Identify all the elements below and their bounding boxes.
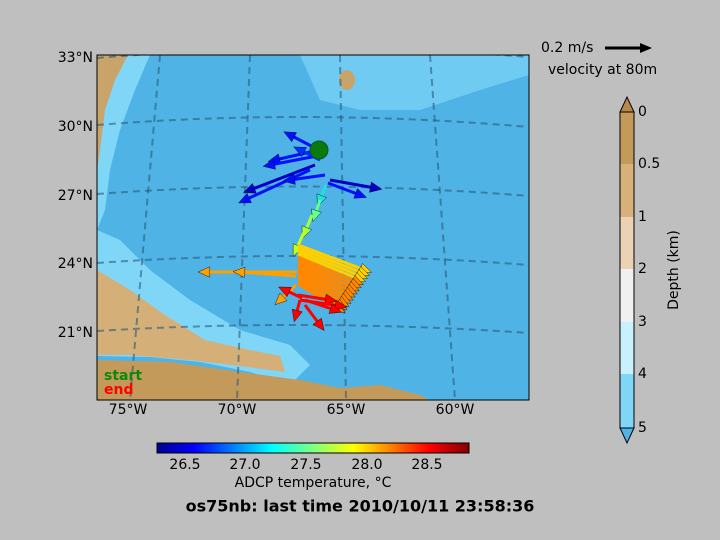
depth-tick-label: 2 <box>638 261 647 277</box>
vector <box>297 252 360 281</box>
land <box>97 360 430 400</box>
grid-line <box>97 323 529 334</box>
map-frame <box>96 54 530 401</box>
colorbar-segment <box>620 112 634 164</box>
grid-line <box>236 55 251 400</box>
vector <box>297 249 362 278</box>
vector-head <box>232 266 246 278</box>
vector <box>297 258 356 287</box>
vector-head <box>238 192 252 204</box>
vector-head <box>197 266 210 278</box>
grid-line <box>97 254 529 266</box>
grid-line <box>339 55 347 400</box>
vector <box>239 270 297 278</box>
colorbar-frame <box>619 111 635 429</box>
vector <box>297 270 348 299</box>
vector-head <box>334 299 348 311</box>
lon-label: 70°W <box>218 402 257 418</box>
vector-head <box>324 293 338 305</box>
vector <box>297 243 366 272</box>
vector-head <box>243 183 257 194</box>
vector <box>289 173 326 182</box>
start-label: start <box>104 368 142 384</box>
vector-head <box>282 173 296 185</box>
lat-label: 27°N <box>58 188 93 204</box>
vector-head <box>274 292 288 306</box>
vector <box>297 276 344 305</box>
scale-caption: velocity at 80m <box>548 62 657 78</box>
colorbar-segment <box>620 322 634 374</box>
vector-head <box>369 181 383 193</box>
vector <box>297 261 354 290</box>
temp-tick-label: 26.5 <box>169 457 200 473</box>
vector <box>327 181 361 197</box>
vector <box>297 264 352 293</box>
grid-line <box>97 185 529 197</box>
vector-head <box>301 225 312 239</box>
vector <box>297 246 364 275</box>
depth-tick-label: 0.5 <box>638 156 660 172</box>
vector-head <box>293 146 307 158</box>
lat-label: 30°N <box>58 119 93 135</box>
scale-arrow-head <box>640 43 652 53</box>
end-label: end <box>104 382 133 398</box>
depth-tick-label: 3 <box>638 314 647 330</box>
depth-tick-label: 1 <box>638 209 647 225</box>
shallows <box>300 55 529 110</box>
temp-tick-label: 27.0 <box>229 457 260 473</box>
grid-line <box>129 55 161 400</box>
island <box>339 70 355 90</box>
colorbar-segment <box>620 164 634 217</box>
shelf <box>97 55 150 230</box>
vector-head <box>353 188 368 199</box>
vector-head <box>312 317 325 331</box>
temp-tick-label: 28.5 <box>411 457 442 473</box>
vector <box>297 293 331 302</box>
vector-head <box>291 308 303 323</box>
lat-label: 21°N <box>58 325 93 341</box>
colorbar-segment <box>620 374 634 428</box>
land <box>97 55 128 170</box>
colorbar-segment <box>620 269 634 322</box>
vector <box>297 267 350 296</box>
depth-tick-label: 5 <box>638 420 647 436</box>
lat-label: 33°N <box>58 50 93 66</box>
depth-tick-label: 4 <box>638 366 647 382</box>
colorbar-segment <box>620 217 634 269</box>
vector-head <box>278 286 292 298</box>
temp-tick-label: 27.5 <box>290 457 321 473</box>
vector <box>329 178 376 190</box>
vector-head <box>328 303 343 314</box>
temperature-colorbar: 26.5 27.0 27.5 28.0 28.5 ADCP temperatur… <box>156 442 470 491</box>
vector-head <box>262 158 276 170</box>
depth-colorbar: 0 0.5 1 2 3 4 5 Depth (km) <box>619 95 682 445</box>
vector <box>244 168 311 202</box>
scale-label: 0.2 m/s <box>541 40 593 56</box>
vector <box>297 255 358 284</box>
grid-line <box>429 55 456 400</box>
lon-label: 60°W <box>436 402 475 418</box>
lon-label: 65°W <box>327 402 366 418</box>
vector <box>304 298 336 312</box>
colorbar <box>156 442 470 454</box>
lon-label: 75°W <box>109 402 148 418</box>
start-marker <box>309 140 329 160</box>
vector <box>249 163 316 192</box>
vector <box>297 273 346 302</box>
vector-head <box>283 131 297 143</box>
depth-colorbar-label: Depth (km) <box>666 230 682 310</box>
grid-line <box>97 115 529 128</box>
lat-label: 24°N <box>58 256 93 272</box>
map <box>97 55 529 400</box>
temp-colorbar-label: ADCP temperature, °C <box>235 475 392 491</box>
depth-tick-label: 0 <box>638 104 647 120</box>
title: os75nb: last time 2010/10/11 23:58:36 <box>186 497 535 516</box>
temp-tick-label: 28.0 <box>351 457 382 473</box>
land <box>97 270 285 372</box>
